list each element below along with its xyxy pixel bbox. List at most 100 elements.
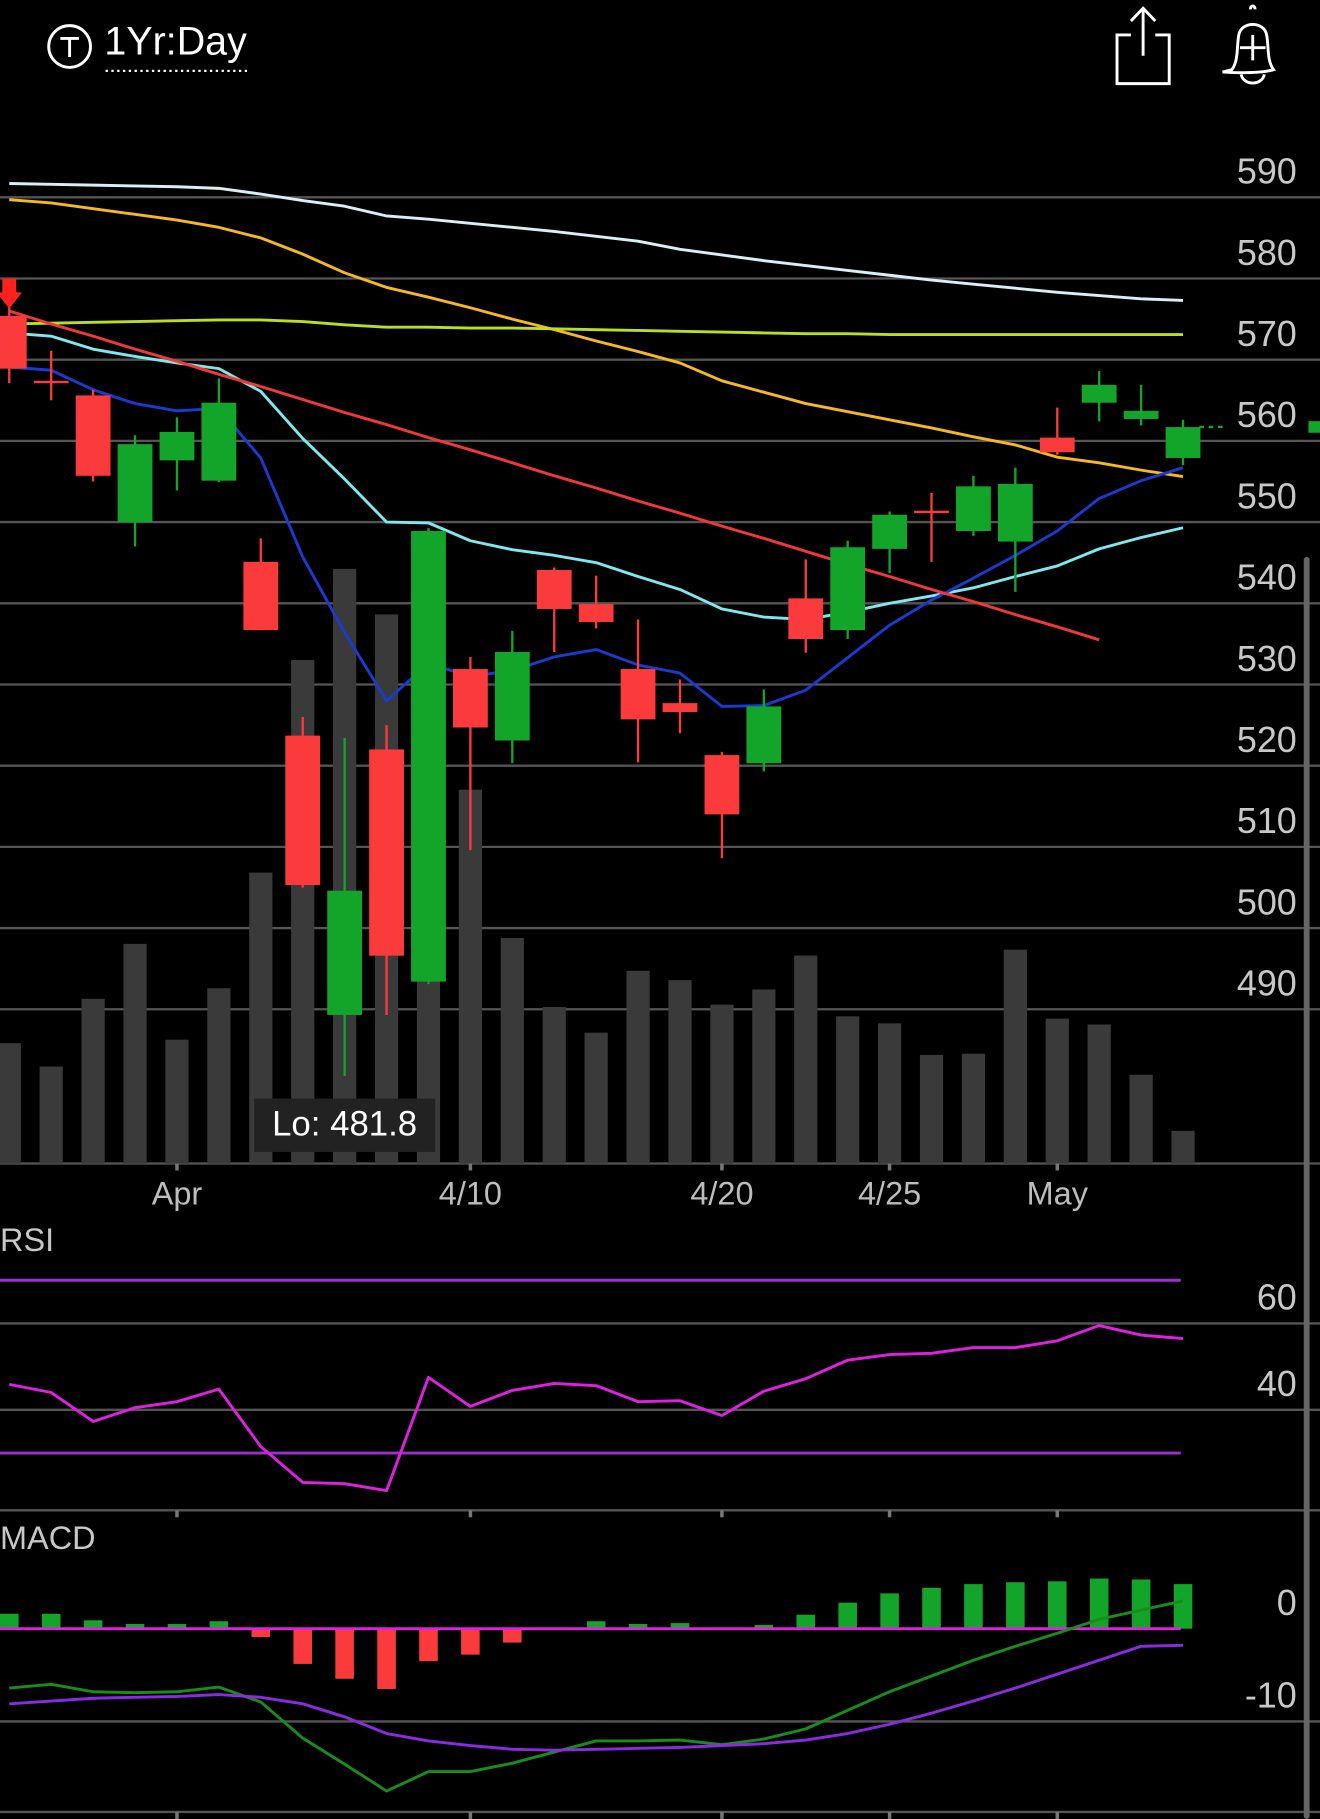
histogram-bar (670, 1623, 690, 1629)
candle-layer (0, 294, 1201, 1076)
volume-bar (1087, 1024, 1111, 1164)
volume-bar (836, 1016, 860, 1164)
indicator-line (8, 309, 1100, 642)
annotation: Lo: 481.8 (272, 1106, 417, 1144)
grid-layer (0, 196, 1320, 1819)
candle-body (1039, 437, 1075, 453)
volume-bar (207, 988, 231, 1164)
candle-body (201, 402, 237, 481)
volume-bar (1003, 949, 1027, 1164)
y-tick-label: 570 (1237, 313, 1297, 354)
y-tick-label: 530 (1237, 638, 1297, 679)
scrollbar (1303, 556, 1310, 1819)
histogram-bar (1089, 1578, 1109, 1629)
volume-bar (961, 1053, 986, 1164)
y-tick-label: 500 (1237, 881, 1297, 922)
period-title[interactable]: 1Yr:Day (104, 20, 247, 64)
candle-body (369, 749, 404, 956)
indicator-line (9, 318, 1184, 336)
volume-bar (668, 980, 692, 1164)
x-tick-label: 4/10 (439, 1176, 502, 1212)
volume-bar (1171, 1130, 1195, 1164)
histogram-bar (293, 1628, 312, 1664)
candle-body (704, 755, 740, 815)
y-tick-label: 550 (1237, 475, 1297, 516)
toggle-circle (47, 24, 92, 69)
indicator-line (9, 182, 1184, 302)
type-toggle[interactable] (47, 24, 92, 69)
candle-body (75, 395, 111, 476)
volume-bar (123, 943, 147, 1164)
x-tick-label: 4/20 (690, 1176, 753, 1212)
candle-body (117, 444, 153, 523)
volume-bar (626, 970, 650, 1164)
indicator-line (9, 1599, 1184, 1793)
volume-bar (710, 1004, 734, 1164)
last-price-tag (1308, 421, 1320, 433)
candle-body (830, 547, 866, 631)
indicator-line (9, 331, 1184, 621)
histogram-bar (41, 1613, 61, 1629)
candle-body (494, 651, 530, 741)
volume-bar (1129, 1074, 1153, 1164)
volume-bar (249, 872, 273, 1164)
candle-body (662, 703, 698, 713)
y-tick-label: 510 (1237, 800, 1297, 841)
toggle-glyph (60, 36, 79, 57)
x-tick-label: May (1027, 1176, 1089, 1212)
y-tick-label: 590 (1237, 151, 1297, 192)
y-tick-label: 0 (1277, 1582, 1297, 1623)
volume-bar (752, 989, 776, 1164)
volume-bar (165, 1039, 189, 1164)
y-tick-label: 540 (1237, 557, 1297, 598)
histogram-bar (754, 1624, 774, 1629)
histogram-bar (1047, 1581, 1067, 1629)
y-tick-label: 490 (1237, 963, 1297, 1004)
bell-plus (1239, 34, 1266, 61)
candle-body (1081, 384, 1117, 403)
histogram-bar (1006, 1582, 1025, 1629)
alert-button[interactable] (1222, 4, 1277, 85)
histogram-bar (251, 1628, 271, 1638)
share-button[interactable] (1115, 6, 1171, 86)
candle-body (956, 486, 991, 532)
histogram-bar (209, 1621, 229, 1629)
y-tick-label: 560 (1237, 394, 1297, 435)
candle-body (914, 510, 949, 514)
histogram-bar (377, 1628, 396, 1689)
share-arrow (1129, 6, 1157, 56)
y-tick-label: 40 (1257, 1363, 1297, 1404)
label-layer: 490 500 510 520 530 540 550 560 570 580 590 40 60 RSI… (0, 151, 1297, 1716)
volume-bar (584, 1032, 608, 1164)
volume-bar (877, 1023, 902, 1164)
candle-body (620, 669, 656, 720)
candle-body (578, 604, 614, 622)
indicator-line (9, 198, 1184, 479)
histogram-bar (125, 1624, 145, 1629)
y-tick-label: 60 (1257, 1277, 1297, 1318)
candle-body (33, 380, 69, 384)
volume-bar (458, 789, 482, 1164)
histogram-bar (922, 1587, 941, 1629)
indicator-line (9, 1643, 1184, 1752)
volume-bar (500, 938, 524, 1164)
candle-body (0, 315, 27, 369)
candle-body (536, 569, 572, 609)
candle-body (411, 531, 446, 982)
y-tick-label: 520 (1237, 719, 1297, 760)
histogram-bar (503, 1628, 522, 1643)
signal-marker (0, 278, 23, 309)
volume-bar (1045, 1018, 1069, 1164)
histogram-bar (167, 1624, 187, 1629)
y-tick-label: 580 (1237, 232, 1297, 273)
volume-bar (39, 1066, 63, 1164)
volume-bar (919, 1054, 944, 1164)
panel-title: RSI (0, 1222, 54, 1258)
bell-clapper (1239, 73, 1266, 85)
histogram-bar (838, 1602, 857, 1629)
x-tick-label: 4/25 (858, 1176, 921, 1212)
histogram-bar (461, 1628, 480, 1655)
candle-body (285, 735, 321, 886)
